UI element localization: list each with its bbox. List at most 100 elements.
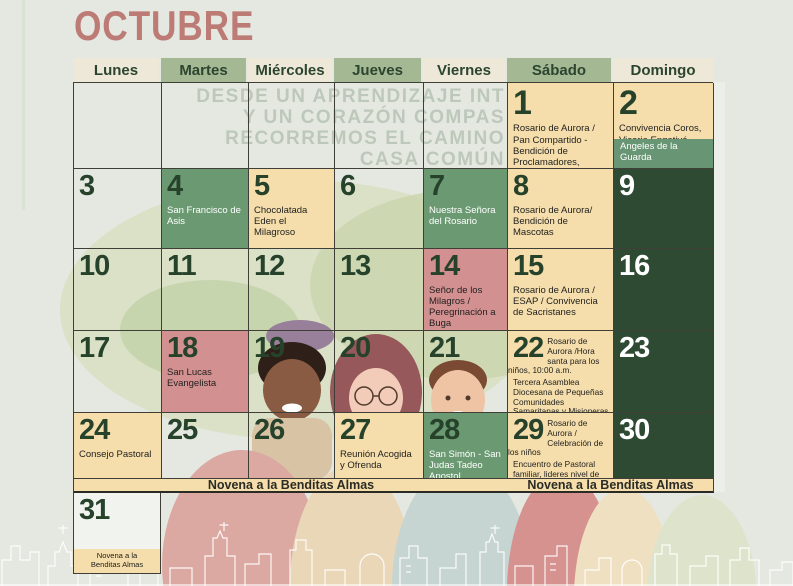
day-number: 23 xyxy=(619,332,650,364)
day-cell-4: 4 San Francisco de Asis xyxy=(162,169,249,249)
weekday-header-miercoles: Miércoles xyxy=(248,58,334,82)
day-number: 7 xyxy=(429,170,445,202)
day-cell-31: 31 Novena a la Benditas Almas xyxy=(73,493,161,574)
day-number: 25 xyxy=(167,414,198,446)
day-cell-14: 14 Señor de los Milagros / Peregrinación … xyxy=(424,249,508,331)
watermark-motto: DESDE UN APRENDIZAJE INT Y UN CORAZÓN CO… xyxy=(73,82,505,168)
day-number: 5 xyxy=(254,170,270,202)
day-number: 20 xyxy=(340,332,371,364)
day-cell-20: 20 xyxy=(335,331,424,413)
event-text: Tercera Asamblea Diocesana de Pequeñas C… xyxy=(513,377,609,413)
day-number: 6 xyxy=(340,170,356,202)
event-text: San Lucas Evangelista xyxy=(167,366,217,389)
day-cell-24: 24 Consejo Pastoral xyxy=(74,413,162,479)
day-cell-11: 11 xyxy=(162,249,249,331)
novena-strip-line: Novena a la xyxy=(96,551,138,560)
weekday-header-sabado: Sábado xyxy=(507,58,613,82)
event-text: Nuestra Señora del Rosario xyxy=(429,204,496,227)
day-cell-18: 18 San Lucas Evangelista xyxy=(162,331,249,413)
novena-strip: Novena a la Benditas Almas xyxy=(74,549,160,573)
day-number: 10 xyxy=(79,250,110,282)
blank-cell xyxy=(424,83,508,169)
day-number: 27 xyxy=(340,414,371,446)
month-title: OCTUBRE xyxy=(74,2,255,49)
day-number: 18 xyxy=(167,332,198,364)
event-text: Consejo Pastoral xyxy=(79,448,152,460)
day-cell-21: 21 xyxy=(424,331,508,413)
calendar: DESDE UN APRENDIZAJE INT Y UN CORAZÓN CO… xyxy=(73,58,714,574)
day-cell-3: 3 xyxy=(74,169,162,249)
event-text: Rosario de Aurora/ Bendición de Mascotas xyxy=(513,204,593,238)
day-cell-8: 8 Rosario de Aurora/ Bendición de Mascota… xyxy=(508,169,614,249)
day-cell-1: 1 Rosario de Aurora / Pan Compartido - Be… xyxy=(508,83,614,169)
event-text: Reunión Acogida y Ofrenda xyxy=(340,448,412,471)
day-cell-17: 17 xyxy=(74,331,162,413)
day-number: 1 xyxy=(513,84,532,122)
day-number: 13 xyxy=(340,250,371,282)
day-number: 14 xyxy=(429,250,460,282)
weekday-header-lunes: Lunes xyxy=(73,58,161,82)
day-cell-19: 19 xyxy=(249,331,335,413)
day-number: 15 xyxy=(513,250,544,282)
day-cell-13: 13 xyxy=(335,249,424,331)
day-number: 9 xyxy=(619,170,635,202)
novena-band-left: Novena a la Benditas Almas xyxy=(74,478,508,493)
blank-cell xyxy=(74,83,162,169)
blank-cell xyxy=(335,83,424,169)
day-number: 26 xyxy=(254,414,285,446)
blank-cell xyxy=(162,83,249,169)
event-band: Angeles de la Guarda xyxy=(614,139,713,168)
day-cell-30: 30 xyxy=(614,413,714,479)
day-number: 29 xyxy=(513,414,544,446)
event-text: Rosario de Aurora / Pan Compartido - Ben… xyxy=(513,123,595,168)
weekday-header-row: Lunes Martes Miércoles Jueves Viernes Sábado D… xyxy=(73,58,713,82)
day-cell-15: 15 Rosario de Aurora / ESAP / Convivencia… xyxy=(508,249,614,331)
watermark-line: RECORREMOS EL CAMINO xyxy=(225,128,505,149)
day-cell-12: 12 xyxy=(249,249,335,331)
event-text: Rosario de Aurora / Celebración de los n… xyxy=(508,418,604,458)
day-cell-5: 5 Chocolatada Eden el Milagroso xyxy=(249,169,335,249)
weekday-header-domingo: Domingo xyxy=(613,58,713,82)
day-cell-29: 29 Rosario de Aurora / Celebración de los… xyxy=(508,413,614,479)
watermark-line: Y UN CORAZÓN COMPAS xyxy=(242,107,505,128)
weekday-header-viernes: Viernes xyxy=(423,58,507,82)
day-cell-9: 9 xyxy=(614,169,714,249)
day-cell-23: 23 xyxy=(614,331,714,413)
day-number: 17 xyxy=(79,332,110,364)
calendar-grid: Novena a la Benditas Almas Novena a la B… xyxy=(73,82,714,493)
day-number: 2 xyxy=(619,84,638,122)
weekday-header-jueves: Jueves xyxy=(334,58,423,82)
novena-band-right: Novena a la Benditas Almas xyxy=(508,478,714,493)
day-number: 30 xyxy=(619,414,650,446)
day-number: 8 xyxy=(513,170,529,202)
event-text: Rosario de Aurora /Hora santa para los n… xyxy=(508,336,600,376)
weekday-header-martes: Martes xyxy=(161,58,248,82)
day-cell-27: 27 Reunión Acogida y Ofrenda xyxy=(335,413,424,479)
day-number: 4 xyxy=(167,170,183,202)
day-number: 11 xyxy=(167,250,197,282)
novena-strip-line: Benditas Almas xyxy=(90,560,144,570)
day-cell-7: 7 Nuestra Señora del Rosario xyxy=(424,169,508,249)
day-cell-22: 22 Rosario de Aurora /Hora santa para los… xyxy=(508,331,614,413)
event-text: Chocolatada Eden el Milagroso xyxy=(254,204,308,238)
day-cell-25: 25 xyxy=(162,413,249,479)
day-number: 24 xyxy=(79,414,110,446)
event-text: Señor de los Milagros / Peregrinación a … xyxy=(429,284,496,330)
day-cell-16: 16 xyxy=(614,249,714,331)
event-text: San Simón - San Judas Tadeo Apostol xyxy=(429,448,501,479)
watermark-line: CASA COMÚN xyxy=(359,149,505,168)
day-cell-26: 26 xyxy=(249,413,335,479)
day-number: 31 xyxy=(79,494,110,526)
day-cell-10: 10 xyxy=(74,249,162,331)
day-number: 12 xyxy=(254,250,285,282)
watermark-line: DESDE UN APRENDIZAJE INT xyxy=(196,86,505,107)
event-text: Rosario de Aurora / ESAP / Convivencia d… xyxy=(513,284,598,318)
event-text: San Francisco de Asis xyxy=(167,204,241,227)
day-number: 28 xyxy=(429,414,460,446)
day-cell-28: 28 San Simón - San Judas Tadeo Apostol xyxy=(424,413,508,479)
day-number: 22 xyxy=(513,332,544,364)
day-cell-6: 6 xyxy=(335,169,424,249)
day-number: 19 xyxy=(254,332,285,364)
